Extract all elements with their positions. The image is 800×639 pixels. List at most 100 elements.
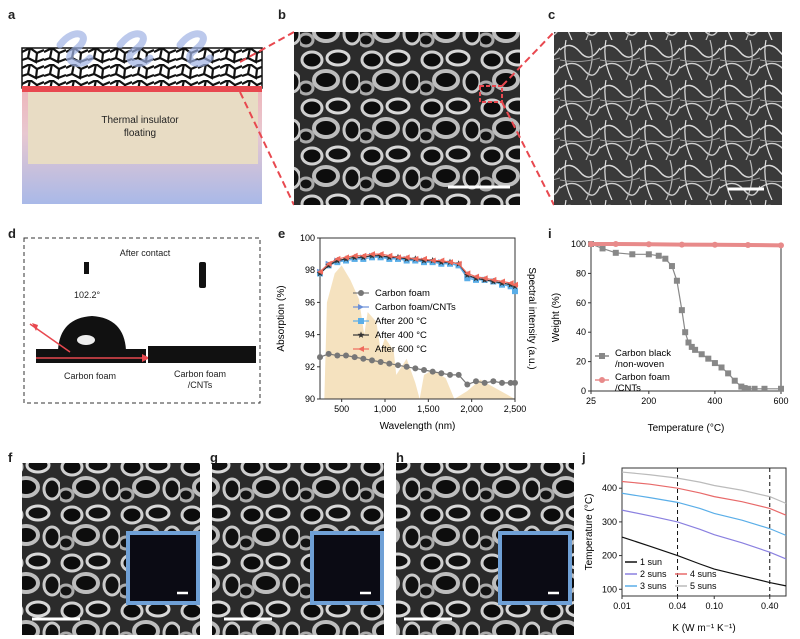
data-point bbox=[377, 358, 384, 365]
data-point bbox=[744, 385, 751, 392]
y-tick-label: 300 bbox=[602, 517, 617, 527]
data-point bbox=[490, 276, 497, 283]
panel-letter-g: g bbox=[210, 450, 218, 465]
inset-photo-g bbox=[310, 531, 384, 605]
data-point bbox=[334, 352, 341, 359]
data-point bbox=[343, 257, 349, 264]
series-0: Carbon black/non-woven bbox=[588, 241, 784, 392]
series-1: 2 suns bbox=[621, 509, 787, 579]
data-point bbox=[351, 354, 358, 361]
data-point bbox=[412, 365, 419, 372]
data-point bbox=[629, 251, 636, 258]
data-point bbox=[705, 355, 712, 362]
data-point bbox=[403, 254, 410, 261]
legend-marker bbox=[358, 346, 364, 352]
data-point bbox=[685, 339, 692, 346]
tga-chart: 0 20 40 60 80 100 25 200 400 600 Temperature (°C) W… bbox=[551, 239, 789, 434]
data-point bbox=[334, 259, 341, 266]
y2-axis-label: Spectral intensity (a.u.) bbox=[526, 267, 537, 369]
series-1: Carbon foam/CNTs bbox=[588, 241, 784, 394]
data-point bbox=[744, 242, 751, 249]
legend-label: 1 sun bbox=[640, 557, 662, 567]
legend-label: Carbon foam bbox=[375, 288, 430, 299]
series-line bbox=[591, 242, 782, 248]
data-point bbox=[395, 254, 401, 261]
carbon-foam-cnts-label-1: Carbon foam bbox=[173, 369, 227, 379]
data-point bbox=[662, 255, 669, 262]
legend-label-line1: Carbon foam bbox=[615, 372, 670, 383]
x-tick-label: 1,000 bbox=[374, 404, 397, 414]
data-point bbox=[351, 255, 358, 262]
x-tick-label: 0.01 bbox=[613, 601, 631, 611]
panel-letter-i: i bbox=[548, 226, 552, 241]
y-tick-label: 96 bbox=[305, 297, 315, 307]
x-tick-label: 400 bbox=[707, 396, 722, 406]
data-point bbox=[369, 357, 375, 364]
data-point bbox=[499, 379, 505, 386]
y-tick-label: 200 bbox=[602, 551, 617, 561]
x-tick-label: 0.04 bbox=[669, 601, 687, 611]
data-point bbox=[512, 281, 518, 288]
legend-label-line2: /non-woven bbox=[615, 359, 664, 370]
panel-letter-a: a bbox=[8, 7, 16, 22]
series-line bbox=[621, 480, 787, 516]
data-point bbox=[438, 257, 445, 264]
contact-angle-value: 102.2° bbox=[73, 290, 101, 300]
data-point bbox=[351, 252, 358, 259]
x-tick-label: 1,500 bbox=[417, 404, 440, 414]
series-0: 1 sun bbox=[621, 536, 787, 587]
legend-marker bbox=[357, 331, 365, 338]
data-point bbox=[761, 385, 768, 392]
series-4: After 600 °C bbox=[317, 251, 518, 355]
insulator-label-line2: floating bbox=[123, 128, 157, 139]
x-tick-label: 0.10 bbox=[705, 601, 723, 611]
x-axis-label: Temperature (°C) bbox=[648, 423, 725, 434]
data-point bbox=[481, 275, 488, 282]
y-tick-label: 60 bbox=[576, 298, 586, 308]
y-tick-label: 400 bbox=[602, 483, 617, 493]
legend-marker bbox=[358, 290, 364, 296]
y-tick-label: 100 bbox=[571, 239, 586, 249]
data-point bbox=[386, 360, 393, 367]
y-tick-label: 90 bbox=[305, 394, 315, 404]
data-point bbox=[412, 255, 419, 262]
carbon-foam-label: Carbon foam bbox=[63, 371, 117, 381]
data-point bbox=[645, 241, 652, 248]
series-line bbox=[621, 509, 787, 560]
y-tick-label: 100 bbox=[602, 584, 617, 594]
data-point bbox=[455, 371, 462, 378]
data-point bbox=[725, 370, 732, 377]
legend-marker bbox=[599, 377, 605, 383]
data-point bbox=[325, 260, 332, 267]
series-line bbox=[621, 471, 787, 504]
inset-photo-f bbox=[126, 531, 200, 605]
data-point bbox=[588, 241, 594, 247]
x-tick-label: 25 bbox=[586, 396, 596, 406]
data-point bbox=[421, 367, 427, 374]
data-point bbox=[447, 371, 453, 378]
legend-label: After 200 °C bbox=[375, 316, 427, 327]
data-point bbox=[360, 255, 367, 262]
y-tick-label: 40 bbox=[576, 327, 586, 337]
y-tick-label: 20 bbox=[576, 357, 586, 367]
panel-letter-e: e bbox=[278, 226, 286, 241]
legend-label: 3 suns bbox=[640, 581, 667, 591]
legend-marker bbox=[358, 304, 364, 310]
sem-row-fgh bbox=[22, 463, 574, 635]
data-point bbox=[369, 251, 375, 258]
data-point bbox=[438, 370, 445, 377]
legend-label: Carbon foam/CNTs bbox=[375, 302, 456, 313]
legend-marker bbox=[358, 318, 364, 324]
x-tick-label: 2,000 bbox=[460, 404, 483, 414]
data-point bbox=[464, 275, 471, 282]
data-point bbox=[738, 383, 745, 390]
x-tick-label: 500 bbox=[334, 404, 349, 414]
data-point bbox=[473, 378, 479, 385]
panel-letter-d: d bbox=[8, 226, 16, 241]
data-point bbox=[612, 241, 619, 247]
data-point bbox=[778, 385, 784, 392]
data-point bbox=[386, 252, 393, 259]
legend-label: 2 suns bbox=[640, 569, 667, 579]
panel-letter-b: b bbox=[278, 7, 286, 22]
x-tick-label: 0.40 bbox=[761, 601, 779, 611]
